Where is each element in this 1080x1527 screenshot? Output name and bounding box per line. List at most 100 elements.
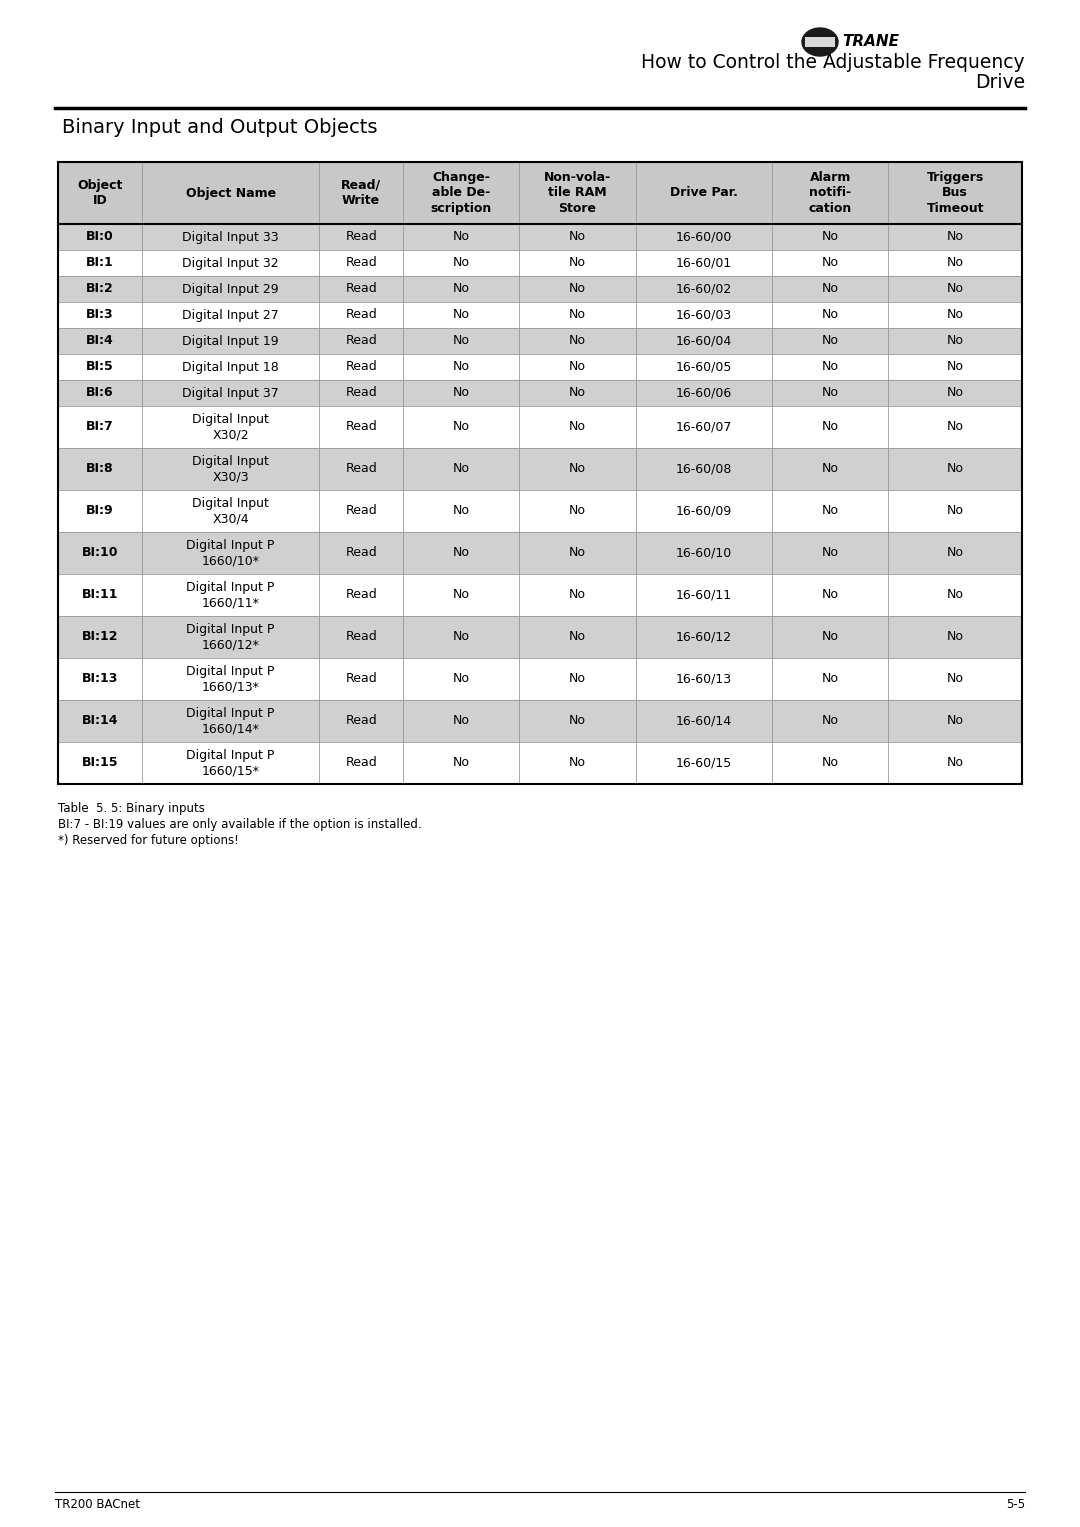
Text: BI:11: BI:11	[82, 588, 119, 602]
Text: 16-60/09: 16-60/09	[676, 504, 732, 518]
Text: BI:8: BI:8	[86, 463, 114, 475]
Text: *) Reserved for future options!: *) Reserved for future options!	[58, 834, 239, 847]
Text: 16-60/11: 16-60/11	[676, 588, 732, 602]
Text: No: No	[569, 715, 586, 727]
Text: No: No	[569, 308, 586, 322]
Text: No: No	[822, 282, 839, 296]
Text: No: No	[947, 308, 963, 322]
Text: No: No	[453, 360, 470, 374]
Text: Read: Read	[346, 631, 377, 643]
Text: 16-60/14: 16-60/14	[676, 715, 732, 727]
Text: Digital Input 19: Digital Input 19	[183, 334, 279, 348]
Text: No: No	[822, 308, 839, 322]
Text: No: No	[453, 756, 470, 770]
Bar	[59, 380, 1021, 406]
Text: Read: Read	[346, 231, 377, 243]
Text: Read: Read	[346, 257, 377, 269]
Text: No: No	[822, 756, 839, 770]
Text: Digital Input
X30/2: Digital Input X30/2	[192, 412, 269, 441]
Text: Read: Read	[346, 463, 377, 475]
Text: 16-60/06: 16-60/06	[676, 386, 732, 400]
Text: Digital Input 33: Digital Input 33	[183, 231, 279, 243]
Text: Read: Read	[346, 386, 377, 400]
Ellipse shape	[802, 27, 838, 56]
Text: No: No	[947, 504, 963, 518]
Text: 16-60/07: 16-60/07	[676, 420, 732, 434]
Text: No: No	[453, 588, 470, 602]
Text: Digital Input
X30/3: Digital Input X30/3	[192, 455, 269, 483]
Text: Read: Read	[346, 420, 377, 434]
Text: Digital Input
X30/4: Digital Input X30/4	[192, 496, 269, 525]
Text: 16-60/13: 16-60/13	[676, 672, 732, 686]
Text: BI:1: BI:1	[86, 257, 114, 269]
Text: 16-60/03: 16-60/03	[676, 308, 732, 322]
Text: Digital Input 18: Digital Input 18	[183, 360, 279, 374]
Text: No: No	[822, 231, 839, 243]
Text: BI:7: BI:7	[86, 420, 114, 434]
Text: No: No	[569, 231, 586, 243]
Text: 16-60/02: 16-60/02	[676, 282, 732, 296]
Text: 5-5: 5-5	[1005, 1498, 1025, 1512]
Text: Read: Read	[346, 360, 377, 374]
Text: No: No	[822, 547, 839, 559]
Text: No: No	[569, 504, 586, 518]
Text: Drive: Drive	[975, 73, 1025, 92]
Text: No: No	[947, 282, 963, 296]
Bar	[59, 531, 1021, 574]
Text: No: No	[569, 386, 586, 400]
Text: No: No	[947, 334, 963, 348]
Text: No: No	[822, 257, 839, 269]
Text: Digital Input 27: Digital Input 27	[183, 308, 279, 322]
Text: 16-60/05: 16-60/05	[676, 360, 732, 374]
Text: No: No	[947, 547, 963, 559]
Text: Digital Input 32: Digital Input 32	[183, 257, 279, 269]
Text: No: No	[453, 282, 470, 296]
Text: No: No	[569, 588, 586, 602]
Text: Non-vola-
tile RAM
Store: Non-vola- tile RAM Store	[544, 171, 611, 215]
Text: No: No	[947, 386, 963, 400]
Text: No: No	[453, 420, 470, 434]
Text: No: No	[453, 631, 470, 643]
Text: No: No	[453, 231, 470, 243]
Text: TRANE: TRANE	[842, 34, 899, 49]
Text: No: No	[453, 257, 470, 269]
Bar	[59, 699, 1021, 742]
Text: No: No	[947, 257, 963, 269]
Text: No: No	[453, 672, 470, 686]
Text: No: No	[569, 631, 586, 643]
Text: Drive Par.: Drive Par.	[670, 186, 738, 200]
Text: No: No	[569, 360, 586, 374]
Text: BI:5: BI:5	[86, 360, 114, 374]
Text: BI:3: BI:3	[86, 308, 114, 322]
Text: Read: Read	[346, 334, 377, 348]
Bar	[59, 328, 1021, 354]
Text: BI:4: BI:4	[86, 334, 114, 348]
Text: Read: Read	[346, 504, 377, 518]
Text: 16-60/15: 16-60/15	[676, 756, 732, 770]
Text: No: No	[569, 672, 586, 686]
Text: No: No	[822, 386, 839, 400]
Text: No: No	[569, 282, 586, 296]
Text: Read: Read	[346, 756, 377, 770]
Text: 16-60/10: 16-60/10	[676, 547, 732, 559]
Text: No: No	[822, 588, 839, 602]
Text: How to Control the Adjustable Frequency: How to Control the Adjustable Frequency	[642, 53, 1025, 72]
Text: No: No	[569, 334, 586, 348]
Text: Digital Input 37: Digital Input 37	[183, 386, 279, 400]
Text: Object
ID: Object ID	[78, 179, 123, 208]
Text: No: No	[822, 631, 839, 643]
Text: No: No	[947, 756, 963, 770]
Text: Digital Input P
1660/10*: Digital Input P 1660/10*	[187, 539, 274, 567]
Text: BI:6: BI:6	[86, 386, 114, 400]
Text: BI:15: BI:15	[82, 756, 119, 770]
Text: Alarm
notifi-
cation: Alarm notifi- cation	[809, 171, 852, 215]
Text: Read: Read	[346, 308, 377, 322]
Text: No: No	[453, 334, 470, 348]
Text: Read: Read	[346, 588, 377, 602]
Text: 16-60/04: 16-60/04	[676, 334, 732, 348]
Text: No: No	[569, 257, 586, 269]
Text: Digital Input P
1660/13*: Digital Input P 1660/13*	[187, 664, 274, 693]
Text: No: No	[453, 463, 470, 475]
Text: BI:13: BI:13	[82, 672, 119, 686]
Text: No: No	[947, 463, 963, 475]
